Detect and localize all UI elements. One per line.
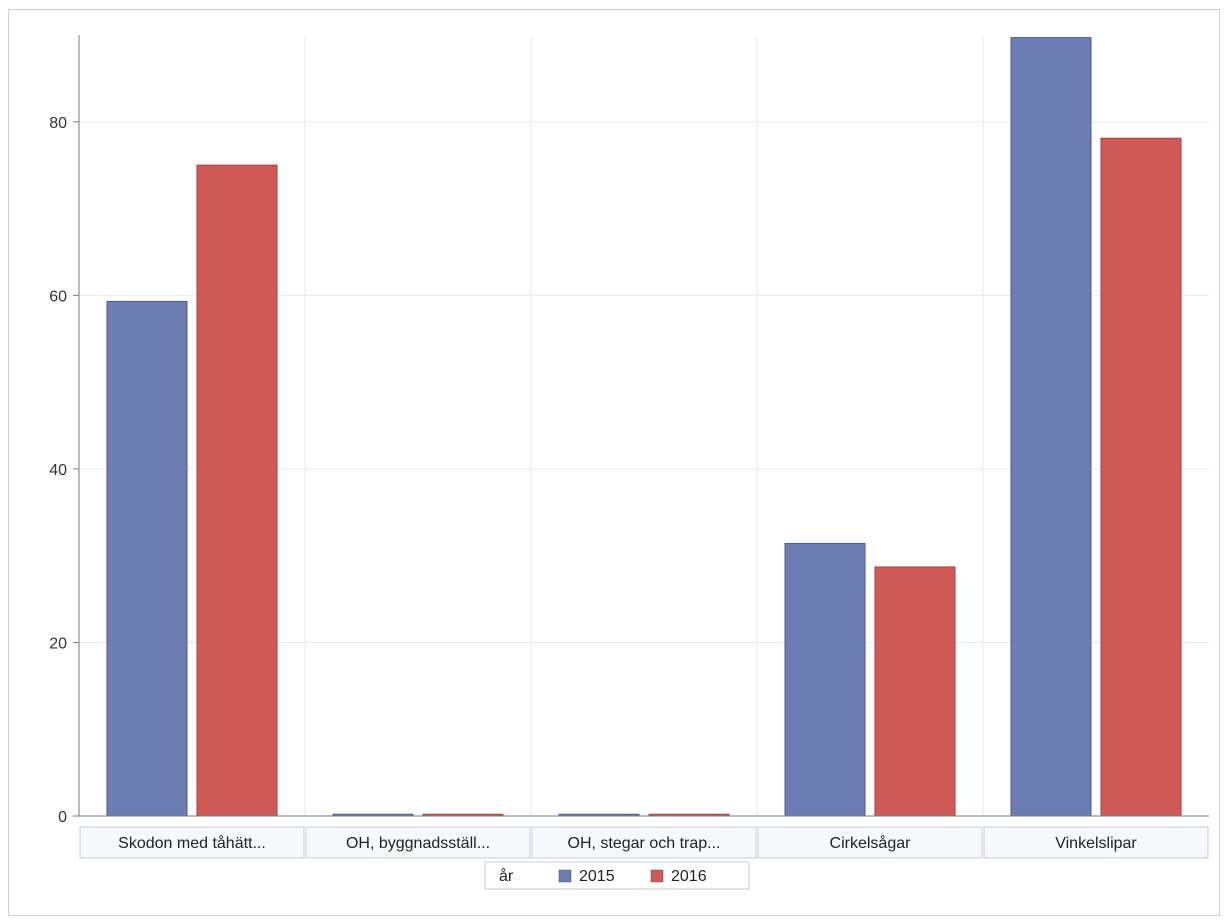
legend-label-2015: 2015: [579, 868, 615, 885]
category-label: OH, byggnadsställ...: [346, 835, 490, 852]
category-label: OH, stegar och trap...: [568, 835, 721, 852]
category-label-box: [531, 826, 757, 859]
category-label-box: [983, 826, 1209, 859]
chart-frame: 0 20 40 60 80 Skodon med tåhätt... OH, byggnad…: [8, 9, 1220, 916]
legend-title: år: [499, 867, 514, 885]
y-tick-label: 40: [49, 462, 67, 479]
bar-2016-5: [1100, 137, 1182, 817]
bar-2015-1: [106, 300, 188, 817]
bar-2016-4: [874, 566, 956, 817]
bar-chart: 0 20 40 60 80 Skodon med tåhätt... OH, byggnad…: [49, 35, 1209, 890]
bar-2016-1: [196, 164, 278, 817]
y-tick-label: 20: [49, 635, 67, 652]
legend-swatch-2015: [558, 869, 572, 883]
y-tick-label: 80: [49, 115, 67, 132]
category-label: Cirkelsågar: [830, 834, 912, 852]
y-tick-label: 60: [49, 288, 67, 305]
category-label: Vinkelslipar: [1055, 835, 1137, 852]
category-label-box: [305, 826, 531, 859]
category-label: Skodon med tåhätt...: [118, 834, 266, 852]
legend-swatch-2016: [650, 869, 664, 883]
bar-2015-5: [1010, 37, 1092, 817]
legend-box: [484, 861, 750, 890]
y-tick-label: 0: [58, 809, 67, 826]
legend-label-2016: 2016: [671, 868, 707, 885]
bar-2015-4: [784, 543, 866, 817]
category-label-box: [79, 826, 305, 859]
category-label-box: [757, 826, 983, 859]
